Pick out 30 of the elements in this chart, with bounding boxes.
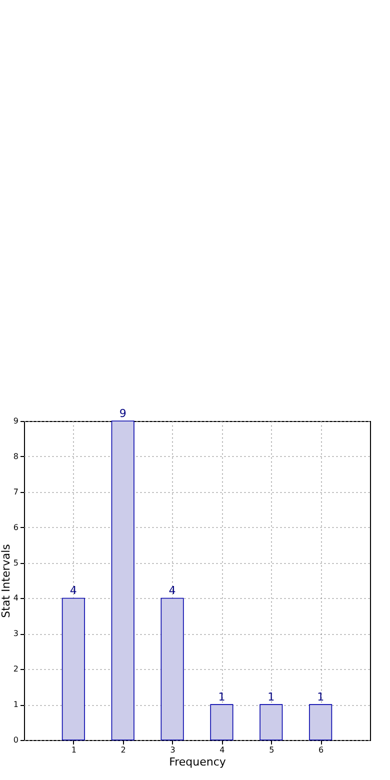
y-axis-title: Stat Intervals bbox=[0, 544, 12, 618]
x-tick-label: 1 bbox=[71, 746, 76, 754]
data-label: 1 bbox=[268, 690, 275, 704]
bar bbox=[160, 598, 184, 740]
y-tick-label: 7 bbox=[13, 487, 18, 496]
y-tick-label: 3 bbox=[13, 629, 18, 638]
y-tick-label: 1 bbox=[13, 700, 18, 710]
y-tick-label: 4 bbox=[13, 594, 18, 603]
bar bbox=[260, 704, 283, 740]
y-tick-label: 6 bbox=[13, 522, 18, 532]
y-tick-label: 9 bbox=[13, 416, 18, 426]
y-tick-label: 2 bbox=[13, 664, 18, 674]
y-tick-label: 0 bbox=[13, 736, 18, 744]
bar bbox=[62, 598, 85, 740]
x-tick-label: 6 bbox=[318, 746, 324, 754]
bar bbox=[309, 704, 332, 740]
y-tick-label: 5 bbox=[13, 558, 18, 568]
x-tick-label: 3 bbox=[170, 746, 176, 754]
y-tick-label: 8 bbox=[13, 452, 18, 461]
x-tick-label: 4 bbox=[220, 746, 225, 754]
data-label: 4 bbox=[70, 584, 77, 598]
bar bbox=[111, 420, 134, 740]
data-label: 9 bbox=[119, 407, 126, 420]
bar bbox=[210, 704, 234, 740]
x-tick-label: 5 bbox=[269, 746, 274, 754]
data-label: 4 bbox=[168, 584, 176, 598]
x-axis-title: Frequency bbox=[169, 756, 226, 768]
data-label: 1 bbox=[317, 690, 324, 704]
data-label: 1 bbox=[218, 690, 226, 704]
x-tick-label: 2 bbox=[120, 746, 126, 754]
